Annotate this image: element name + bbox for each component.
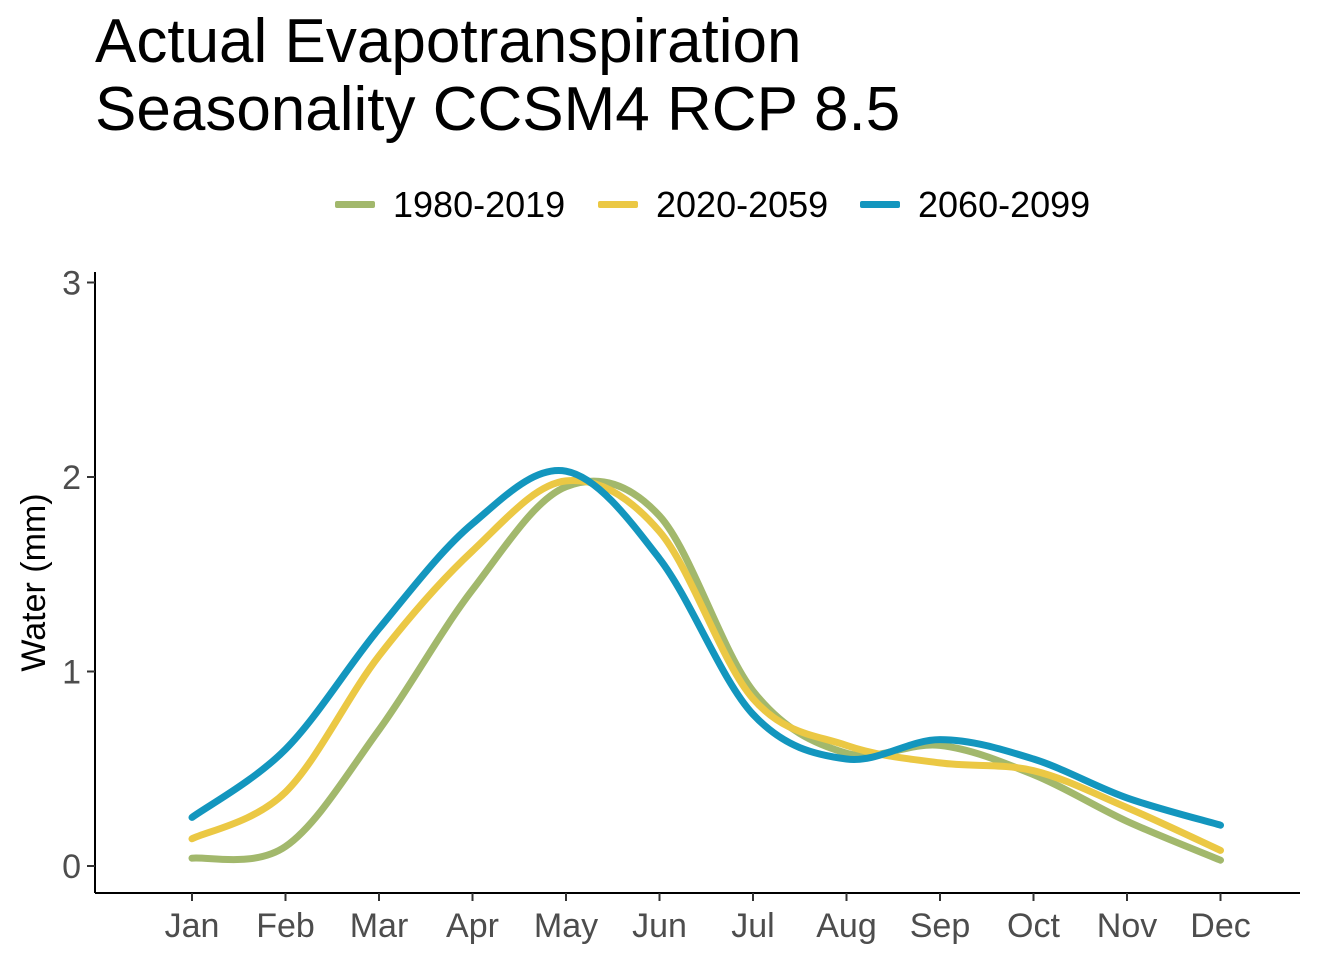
legend-label-1980-2019: 1980-2019 bbox=[393, 184, 566, 225]
x-tick-label: Jan bbox=[165, 907, 220, 945]
legend-label-2060-2099: 2060-2099 bbox=[918, 184, 1091, 225]
x-tick-label: Jun bbox=[632, 907, 687, 945]
legend-label-2020-2059: 2020-2059 bbox=[656, 184, 829, 225]
series-line-1980-2019 bbox=[188, 477, 1224, 864]
x-tick-label: Nov bbox=[1097, 907, 1157, 945]
y-axis-title: Water (mm) bbox=[15, 493, 53, 671]
y-tick-label: 3 bbox=[62, 265, 81, 303]
x-tick-label: Dec bbox=[1190, 907, 1250, 945]
legend-swatch-2020-2059 bbox=[598, 201, 638, 208]
y-tick-label: 2 bbox=[62, 459, 81, 497]
chart-title: Actual Evapotranspiration Seasonality CC… bbox=[95, 7, 901, 144]
x-tick-label: Aug bbox=[816, 907, 877, 945]
series-line-2060-2099 bbox=[188, 467, 1224, 829]
x-tick-label: Sep bbox=[910, 907, 971, 945]
x-tick-label: Apr bbox=[446, 907, 499, 945]
y-tick-label: 1 bbox=[62, 654, 81, 692]
x-tick-label: May bbox=[534, 907, 598, 945]
x-tick-label: Mar bbox=[350, 907, 409, 945]
legend: 1980-2019 2020-2059 2060-2099 bbox=[0, 182, 1344, 226]
legend-swatch-1980-2019 bbox=[335, 201, 375, 208]
x-tick-label: Oct bbox=[1007, 907, 1060, 945]
legend-swatch-2060-2099 bbox=[860, 201, 900, 208]
series-line-2020-2059 bbox=[188, 477, 1224, 854]
x-tick-label: Jul bbox=[731, 907, 774, 945]
y-tick-label: 0 bbox=[62, 848, 81, 886]
x-tick-label: Feb bbox=[256, 907, 315, 945]
